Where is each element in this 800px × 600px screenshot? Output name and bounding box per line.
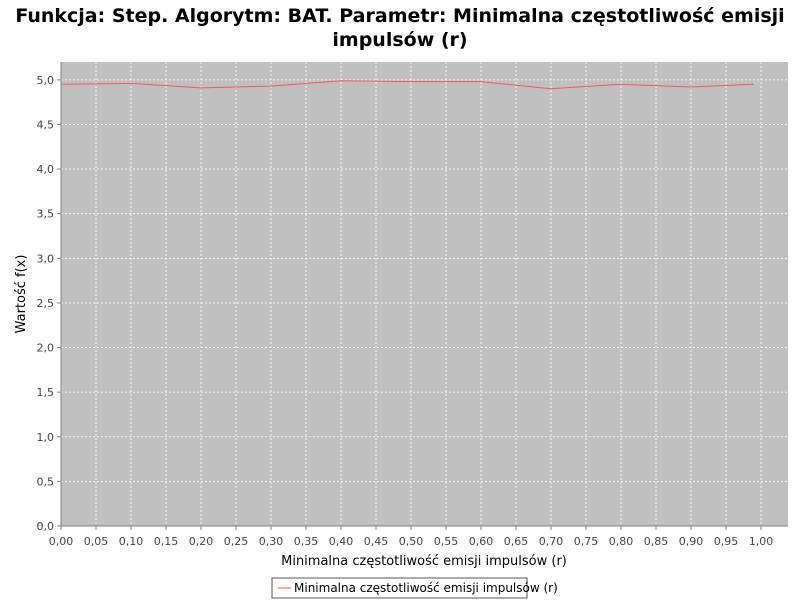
plot-area <box>61 62 788 526</box>
legend-box <box>271 577 528 599</box>
x-tick-label: 0,15 <box>154 535 179 548</box>
x-tick-label: 0,05 <box>84 535 109 548</box>
x-tick-label: 0,35 <box>294 535 319 548</box>
x-tick-label: 0,25 <box>224 535 249 548</box>
chart-title: Funkcja: Step. Algorytm: BAT. Parametr: … <box>0 4 800 52</box>
y-tick-label: 2,5 <box>37 297 55 310</box>
x-tick-label: 0,75 <box>574 535 599 548</box>
x-tick-label: 0,85 <box>644 535 669 548</box>
y-axis-ticks: 0,0 0,5 1,0 1,5 2,0 2,5 3,0 3,5 4,0 4,5 5,0 <box>37 74 61 533</box>
x-tick-label: 0,55 <box>434 535 459 548</box>
x-tick-label: 0,90 <box>679 535 704 548</box>
x-tick-label: 0,60 <box>469 535 494 548</box>
x-tick-label: 0,10 <box>119 535 144 548</box>
series-group <box>60 80 755 90</box>
y-tick-label: 0,0 <box>37 520 55 533</box>
x-tick-label: 0,50 <box>399 535 424 548</box>
chart-title-line-2: impulsów (r) <box>332 29 468 51</box>
y-tick-label: 4,0 <box>37 163 55 176</box>
x-tick-label: 0,80 <box>609 535 634 548</box>
x-tick-label: 0,40 <box>329 535 354 548</box>
chart-title-line-1: Funkcja: Step. Algorytm: BAT. Parametr: … <box>15 5 785 27</box>
y-tick-label: 1,0 <box>37 431 55 444</box>
x-tick-label: 0,70 <box>539 535 564 548</box>
legend: Minimalna częstotliwość emisji impulsów … <box>271 577 558 599</box>
x-tick-label: 0,20 <box>189 535 214 548</box>
y-tick-label: 2,0 <box>37 342 55 355</box>
x-tick-label: 0,45 <box>364 535 389 548</box>
x-tick-label: 1,00 <box>749 535 774 548</box>
x-axis-ticks: 0,00 0,05 0,10 0,15 0,20 0,25 0,30 0,35 0,40 0,45… <box>49 526 774 548</box>
y-tick-label: 4,5 <box>37 118 55 131</box>
y-tick-label: 5,0 <box>37 74 55 87</box>
y-axis-label: Wartość f(x) <box>14 255 29 334</box>
x-tick-label: 0,30 <box>259 535 284 548</box>
y-tick-label: 3,5 <box>37 208 55 221</box>
x-tick-label: 0,00 <box>49 535 74 548</box>
series-line <box>60 80 755 90</box>
x-axis-label: Minimalna częstotliwość emisji impulsów … <box>281 554 567 569</box>
legend-series-label: Minimalna częstotliwość emisji impulsów … <box>294 581 558 595</box>
y-tick-label: 3,0 <box>37 252 55 265</box>
x-tick-label: 0,65 <box>504 535 529 548</box>
x-tick-label: 0,95 <box>714 535 739 548</box>
y-tick-label: 1,5 <box>37 386 55 399</box>
grid-lines <box>61 62 788 526</box>
y-tick-label: 0,5 <box>37 475 55 488</box>
